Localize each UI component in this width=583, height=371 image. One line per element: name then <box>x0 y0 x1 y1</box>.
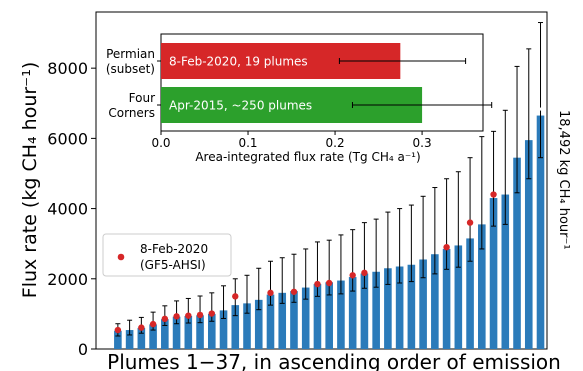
marker-plume-3 <box>138 324 145 331</box>
bar-plume-7 <box>184 316 193 349</box>
bar-plume-25 <box>395 266 404 349</box>
bar-plume-4 <box>149 324 157 349</box>
bar-plume-11 <box>231 305 240 349</box>
main-y-axis: 0 2000 4000 6000 8000 <box>47 59 96 359</box>
legend-box <box>102 233 232 277</box>
marker-plume-8 <box>196 311 204 319</box>
y-tick-label-2: 4000 <box>47 200 88 219</box>
bar-plume-34 <box>501 194 510 349</box>
bar-plume-5 <box>161 319 169 349</box>
main-bars <box>114 115 545 350</box>
y-tick-label-1: 2000 <box>47 270 88 289</box>
bar-plume-14 <box>266 294 275 349</box>
main-error-bars <box>115 22 546 337</box>
bar-plume-19 <box>325 282 333 349</box>
y-tick-label-3: 6000 <box>47 129 88 148</box>
bar-plume-30 <box>454 245 463 349</box>
bar-plume-36 <box>524 140 533 349</box>
inset-bar-label-1: Apr-2015, ~250 plumes <box>169 99 312 113</box>
inset-x-axis-title: Area-integrated flux rate (Tg CH₄ a⁻¹) <box>195 150 420 164</box>
inset-bars: 8-Feb-2020, 19 plumes Permian(subset) Apr-… <box>106 43 493 123</box>
legend-marker <box>117 253 125 261</box>
inset-x-tick-label-1: 0.1 <box>238 136 257 150</box>
bar-plume-9 <box>207 313 216 349</box>
y-axis-title: Flux rate (kg CH₄ hour⁻¹) <box>19 62 41 298</box>
bar-plume-37 <box>536 115 545 350</box>
bar-plume-35 <box>513 157 521 349</box>
inset-category-line1-0: Permian <box>106 47 155 61</box>
bar-plume-3 <box>137 327 146 349</box>
marker-plume-11 <box>232 293 239 300</box>
inset-x-tick-label-2: 0.2 <box>326 136 345 150</box>
legend-label-line2: (GF5-AHSI) <box>140 258 206 272</box>
inset-bar-label-0: 8-Feb-2020, 19 plumes <box>169 55 308 69</box>
inset-x-tick-label-0: 0.0 <box>151 136 170 150</box>
bar-plume-6 <box>172 316 181 349</box>
bar-plume-10 <box>219 310 228 349</box>
inset-x-tick-label-3: 0.3 <box>413 136 432 150</box>
bar-plume-16 <box>290 291 298 349</box>
marker-plume-6 <box>173 313 180 320</box>
inset-plot: 8-Feb-2020, 19 plumes Permian(subset) Apr-… <box>106 33 493 164</box>
y-tick-label-0: 0 <box>78 340 88 359</box>
bar-plume-27 <box>419 259 427 349</box>
bar-plume-32 <box>478 224 486 349</box>
legend-label-line1: 8-Feb-2020 <box>140 242 208 256</box>
marker-plume-1 <box>114 326 122 334</box>
marker-plume-22 <box>361 269 368 277</box>
marker-plume-5 <box>161 315 169 323</box>
marker-plume-16 <box>290 288 298 295</box>
bar-plume-26 <box>407 264 416 349</box>
marker-plume-7 <box>185 312 192 319</box>
marker-plume-18 <box>314 280 321 288</box>
bar-plume-21 <box>348 277 357 349</box>
bar-plume-8 <box>196 315 204 349</box>
bar-plume-17 <box>301 287 310 349</box>
bar-plume-23 <box>372 271 380 349</box>
bar-plume-31 <box>466 238 474 349</box>
main-plot-frame <box>95 11 548 350</box>
marker-plume-31 <box>466 219 474 226</box>
bar-plume-13 <box>254 299 263 349</box>
marker-plume-21 <box>349 272 356 279</box>
inset-x-axis: 0.0 0.1 0.2 0.3 <box>151 131 432 150</box>
bar-plume-2 <box>125 330 134 349</box>
bar-plume-20 <box>337 280 345 349</box>
truncated-bar-annotation: 18,492 kg CH₄ hour⁻¹ <box>556 110 571 250</box>
legend: 8-Feb-2020 (GF5-AHSI) <box>102 233 232 277</box>
bar-plume-28 <box>431 254 439 349</box>
marker-plume-9 <box>208 310 215 317</box>
marker-plume-29 <box>443 243 450 251</box>
marker-plume-14 <box>267 289 274 297</box>
bar-plume-1 <box>114 330 122 349</box>
bar-plume-33 <box>489 198 498 349</box>
bar-plume-29 <box>442 248 451 349</box>
bar-plume-18 <box>313 284 322 349</box>
inset-category-line1-1: Four <box>129 91 155 105</box>
marker-plume-33 <box>490 191 497 198</box>
bar-plume-24 <box>384 268 392 349</box>
inset-category-line2-1: Corners <box>108 106 155 120</box>
main-markers <box>114 191 497 334</box>
inset-category-line2-0: (subset) <box>106 62 155 76</box>
marker-plume-4 <box>149 320 157 328</box>
bar-plume-15 <box>278 292 287 349</box>
y-tick-label-4: 8000 <box>47 59 88 78</box>
main-plot: 0 2000 4000 6000 8000 Flux rate (kg CH₄ hour… <box>19 11 571 371</box>
marker-plume-19 <box>325 279 333 287</box>
x-axis-title: Plumes 1−37, in ascending order of emiss… <box>107 350 561 371</box>
bar-plume-12 <box>243 303 251 349</box>
bar-plume-22 <box>360 273 369 349</box>
truncation-mark <box>535 107 546 111</box>
